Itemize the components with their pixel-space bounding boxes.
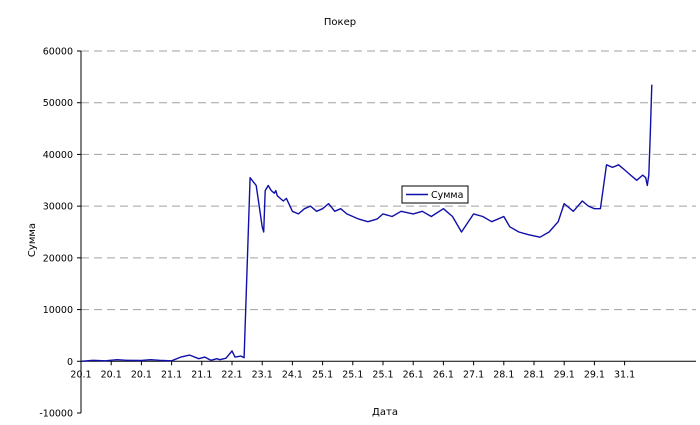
legend-box [401,185,469,204]
x-tick-label: 21.1 [191,369,212,380]
x-tick-label: 27.1 [463,369,484,380]
gridlines [81,50,696,311]
x-tick-labels: 20.1 20.1 20.1 21.1 21.1 22.1 23.1 24.1 25.1 25.1… [70,369,635,380]
x-tick-label: 20.1 [70,369,91,380]
y-tick-label: 10000 [43,305,73,316]
legend-label: Сумма [431,190,463,201]
x-axis-label: Дата [372,407,398,418]
legend: Сумма [401,185,469,204]
x-tick-label: 23.1 [252,369,273,380]
axes [77,50,696,414]
x-tick-label: 24.1 [282,369,303,380]
x-tick-label: 22.1 [221,369,242,380]
y-tick-label: 20000 [43,253,73,264]
x-tick-label: 28.1 [493,369,514,380]
x-tick-label: 31.1 [614,369,635,380]
x-tick-label: 25.1 [342,369,363,380]
y-tick-label: 40000 [43,150,73,161]
series-layer [80,84,653,362]
x-tick-label: 26.1 [403,369,424,380]
y-tick-label: 60000 [43,47,73,58]
x-tick-label: 20.1 [131,369,152,380]
x-tick-label: 29.1 [584,369,605,380]
y-tick-label: 0 [67,357,73,368]
series-line [80,84,653,362]
y-tick-label: 50000 [43,98,73,109]
y-axis-label: Сумма [27,223,38,257]
x-tick-label: 28.1 [523,369,544,380]
x-tick-label: 21.1 [161,369,182,380]
y-tick-label: -10000 [39,409,73,420]
x-tick-label: 25.1 [312,369,333,380]
y-tick-label: 30000 [43,202,73,213]
x-tick-label: 26.1 [433,369,454,380]
chart-title: Покер [324,17,356,28]
x-tick-label: 20.1 [101,369,122,380]
x-tick-label: 25.1 [372,369,393,380]
x-tick-label: 29.1 [554,369,575,380]
y-tick-labels: -10000 0 10000 20000 30000 40000 50000 60000 [39,47,73,420]
